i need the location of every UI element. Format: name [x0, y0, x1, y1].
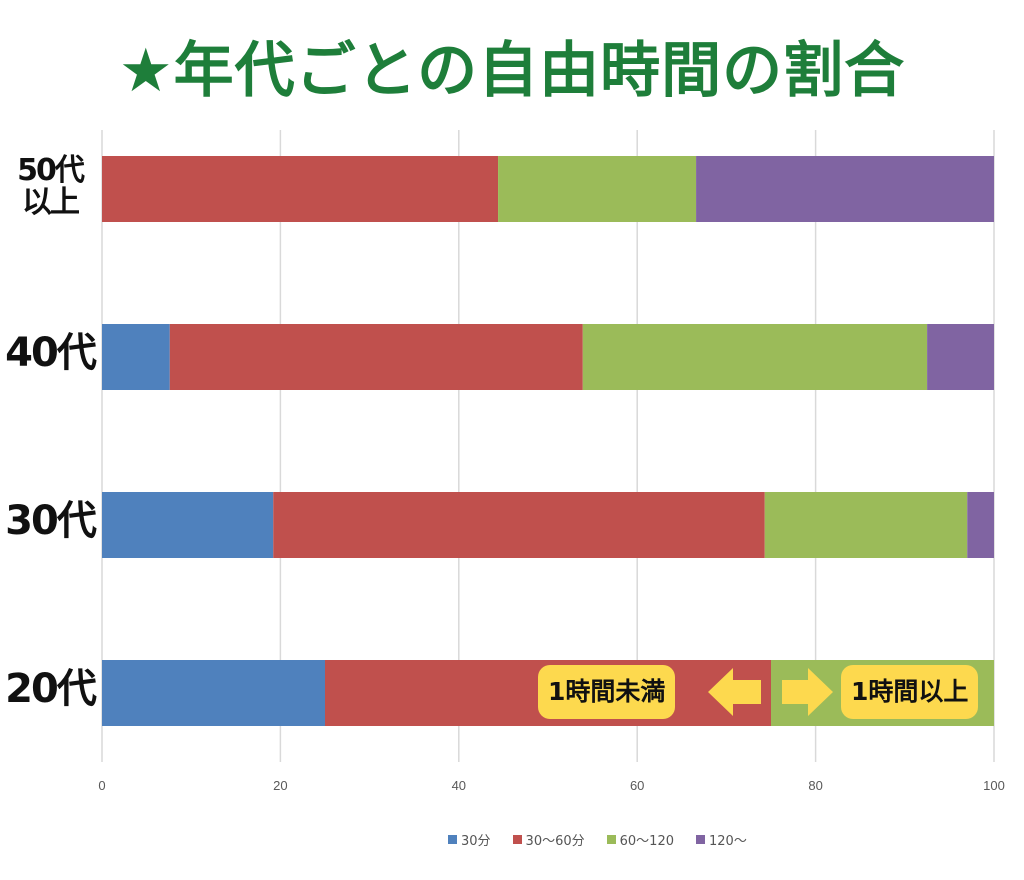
x-tick-label: 0: [98, 778, 105, 793]
category-label: 20代: [2, 668, 98, 710]
bar-segment: [169, 324, 583, 390]
legend-item: 30〜60分: [512, 830, 585, 849]
legend-swatch: [696, 835, 705, 844]
category-label-line: 50代: [17, 153, 85, 188]
bar-segment: [102, 492, 274, 558]
chart-title: ★年代ごとの自由時間の割合: [118, 36, 906, 106]
category-label: 50代 以上: [2, 155, 98, 218]
bar-segment: [696, 156, 994, 222]
annotation-over-1-hour: 1時間以上: [841, 665, 979, 719]
category-label-line: 20代: [5, 666, 97, 712]
bar-segment: [273, 492, 765, 558]
x-tick-label: 60: [630, 778, 644, 793]
legend-item: 30分: [448, 830, 491, 849]
left-arrow-icon: [708, 668, 761, 716]
legend-swatch: [448, 835, 457, 844]
legend-item: 60〜120: [606, 830, 674, 849]
legend: 30分 30〜60分 60〜120 120〜: [448, 830, 747, 849]
category-label-line: 以上: [22, 184, 80, 220]
bar-segment: [582, 324, 928, 390]
legend-label: 30〜60分: [525, 834, 585, 849]
bar-segment: [102, 324, 170, 390]
bar-segment: [967, 492, 994, 558]
x-tick-label: 100: [983, 778, 1005, 793]
category-label-line: 40代: [5, 330, 97, 376]
x-tick-label: 20: [273, 778, 287, 793]
bar-segment: [764, 492, 968, 558]
legend-swatch: [512, 835, 522, 844]
category-label: 30代: [2, 500, 98, 542]
legend-swatch: [606, 835, 616, 844]
x-tick-label: 80: [808, 778, 822, 793]
x-tick-label: 40: [452, 778, 466, 793]
annotation-under-1-hour: 1時間未満: [538, 665, 676, 719]
legend-label: 120〜: [709, 834, 747, 849]
bar-segment: [102, 156, 499, 222]
legend-label: 60〜120: [619, 834, 674, 849]
bar-segment: [498, 156, 697, 222]
category-label: 40代: [2, 332, 98, 374]
right-arrow-icon: [782, 668, 833, 716]
legend-label: 30分: [461, 834, 491, 849]
bar-segment: [927, 324, 994, 390]
category-label-line: 30代: [5, 498, 97, 544]
legend-item: 120〜: [696, 830, 747, 849]
bar-segment: [102, 660, 325, 726]
